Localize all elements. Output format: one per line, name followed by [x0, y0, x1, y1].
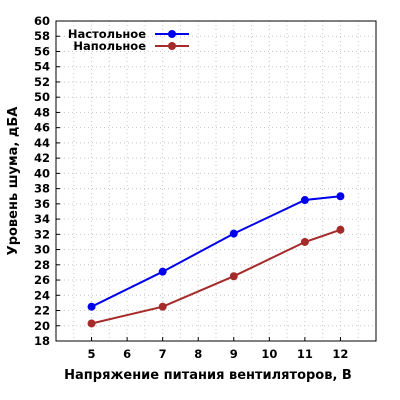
y-tick-label: 20 — [34, 319, 50, 333]
legend-item-1: Настольное — [68, 27, 189, 41]
data-point — [300, 196, 309, 205]
data-point — [87, 302, 96, 311]
series-group — [87, 192, 345, 328]
data-point — [87, 319, 96, 328]
y-tick-label: 52 — [34, 75, 50, 89]
y-tick-label: 44 — [34, 136, 50, 150]
y-tick-label: 42 — [34, 151, 50, 165]
series-2 — [87, 225, 345, 328]
y-tick-label: 46 — [34, 121, 50, 135]
x-tick-label: 7 — [159, 347, 167, 361]
y-tick-label: 40 — [34, 166, 50, 180]
x-tick-label: 10 — [261, 347, 277, 361]
legend-swatch-marker — [168, 30, 176, 38]
y-tick-label: 18 — [34, 334, 50, 348]
legend-label: Напольное — [73, 39, 146, 53]
y-tick-label: 28 — [34, 258, 50, 272]
x-tick-label: 6 — [123, 347, 131, 361]
grid — [56, 21, 376, 341]
x-axis-ticks: 5 6 7 8 9 10 11 12 — [88, 337, 348, 361]
data-point — [158, 302, 167, 311]
y-tick-label: 22 — [34, 304, 50, 318]
plot-frame — [55, 20, 377, 342]
legend-label: Настольное — [68, 27, 146, 41]
y-tick-label: 34 — [34, 212, 50, 226]
data-point — [229, 272, 238, 281]
data-point — [336, 225, 345, 234]
data-point — [229, 229, 238, 238]
data-point — [336, 192, 345, 201]
data-point — [300, 237, 309, 246]
data-point — [158, 267, 167, 276]
y-axis-title: Уровень шума, дБА — [6, 107, 21, 256]
x-tick-label: 9 — [230, 347, 238, 361]
y-tick-label: 30 — [34, 243, 50, 257]
y-tick-label: 54 — [34, 60, 50, 74]
y-tick-label: 36 — [34, 197, 50, 211]
y-tick-label: 60 — [34, 14, 50, 28]
y-tick-label: 24 — [34, 288, 50, 302]
legend-item-2: Напольное — [73, 39, 189, 53]
x-axis-title: Напряжение питания вентиляторов, В — [64, 368, 352, 383]
x-tick-label: 5 — [88, 347, 96, 361]
legend-swatch-marker — [168, 42, 176, 50]
series-1 — [87, 192, 345, 311]
x-tick-label: 11 — [297, 347, 313, 361]
y-tick-label: 38 — [34, 182, 50, 196]
y-tick-label: 48 — [34, 105, 50, 119]
y-tick-label: 32 — [34, 227, 50, 241]
y-tick-label: 56 — [34, 44, 50, 58]
x-tick-label: 12 — [332, 347, 348, 361]
y-tick-label: 50 — [34, 90, 50, 104]
x-tick-label: 8 — [194, 347, 202, 361]
y-tick-label: 58 — [34, 29, 50, 43]
y-tick-label: 26 — [34, 273, 50, 287]
